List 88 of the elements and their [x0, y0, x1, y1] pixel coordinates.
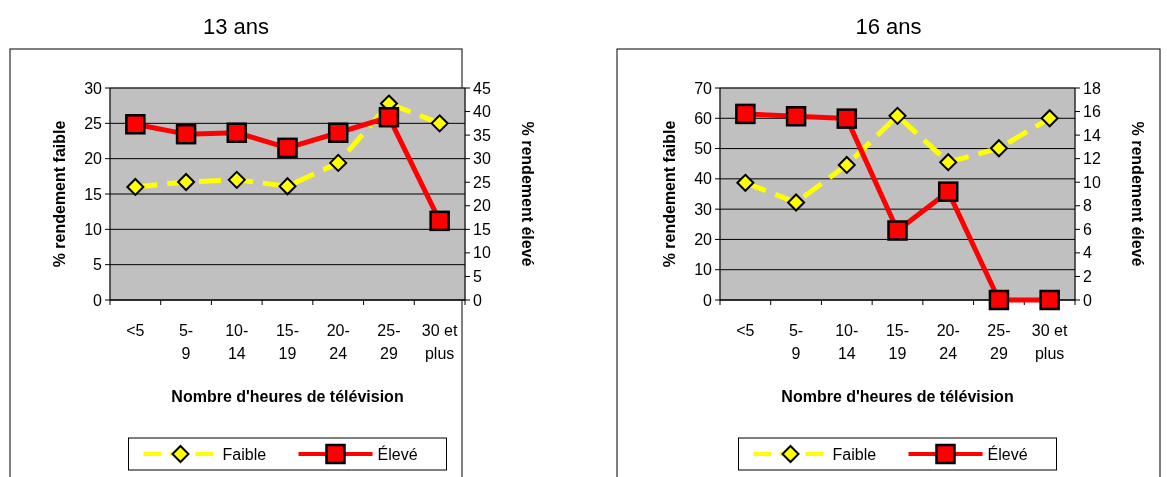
y2-tick-label: 45 — [473, 79, 491, 97]
point — [378, 106, 400, 128]
y2-tick-label: 0 — [1083, 291, 1092, 309]
point — [1039, 289, 1060, 311]
point — [735, 103, 756, 125]
y2-tick-label: 2 — [1083, 268, 1092, 286]
point — [277, 137, 298, 159]
point — [227, 170, 246, 189]
point — [278, 177, 297, 196]
x-axis-title: Nombre d'heures de télévision — [781, 388, 1014, 405]
y2-tick-label: 40 — [473, 103, 491, 121]
y-tick-label: 30 — [694, 200, 713, 218]
point — [429, 210, 450, 232]
y-tick-label: 10 — [694, 261, 713, 279]
x-tick-label: 25-29 — [377, 322, 401, 362]
point — [329, 153, 348, 172]
point — [736, 173, 755, 192]
point — [126, 177, 145, 196]
y2-tick-label: 15 — [473, 220, 491, 238]
y2-tick-label: 18 — [1083, 79, 1101, 97]
y2-axis-title: % rendement élevé — [519, 121, 536, 267]
x-tick-label: 15-19 — [885, 322, 910, 362]
y-axis-title: % rendement faible — [51, 120, 68, 268]
point — [837, 155, 856, 174]
y-tick-label: 60 — [694, 109, 713, 127]
y2-tick-label: 12 — [1083, 150, 1101, 168]
x-tick-label: 10-14 — [835, 322, 859, 362]
x-axis-title: Nombre d'heures de télévision — [171, 388, 404, 405]
x-tick-label: <5 — [736, 322, 755, 339]
y2-tick-label: 20 — [473, 197, 491, 215]
y-tick-label: 5 — [93, 256, 103, 274]
point — [177, 172, 196, 191]
y2-tick-label: 25 — [473, 173, 491, 191]
x-tick-label: 30 et plus — [1031, 322, 1068, 362]
y2-axis-title: % rendement élevé — [1129, 121, 1146, 267]
point — [939, 153, 958, 172]
y-tick-label: 15 — [84, 185, 103, 203]
y-tick-label: 0 — [703, 291, 713, 309]
y2-tick-label: 8 — [1083, 197, 1092, 215]
point — [937, 181, 959, 202]
point — [175, 123, 197, 145]
x-tick-label: 5-9 — [178, 322, 194, 362]
y-tick-label: 20 — [84, 150, 103, 168]
y-tick-label: 40 — [694, 170, 713, 188]
x-tick-label: <5 — [126, 322, 145, 339]
y2-tick-label: 0 — [473, 291, 482, 309]
point — [1040, 109, 1059, 128]
x-tick-label: 10-14 — [225, 322, 249, 362]
point — [888, 106, 907, 125]
legend-label: Faible — [222, 445, 267, 463]
y2-tick-label: 5 — [473, 268, 482, 286]
x-tick-label: 30 et plus — [421, 322, 458, 362]
y-tick-label: 10 — [84, 220, 103, 238]
point — [989, 139, 1008, 158]
x-tick-label: 20-24 — [936, 322, 960, 362]
y2-tick-label: 30 — [473, 150, 491, 168]
chart-title: 13 ans — [202, 14, 270, 39]
legend-label: Élevé — [377, 444, 418, 463]
x-tick-label: 5-9 — [788, 322, 804, 362]
x-tick-label: 25-29 — [987, 322, 1011, 362]
y2-tick-label: 10 — [1083, 173, 1101, 191]
point — [787, 193, 806, 212]
y-tick-label: 20 — [694, 231, 713, 249]
x-tick-label: 20-24 — [326, 322, 350, 362]
y-tick-label: 30 — [84, 79, 103, 97]
legend-label: Faible — [832, 445, 877, 463]
y-tick-label: 0 — [93, 291, 103, 309]
y2-tick-label: 14 — [1083, 126, 1101, 144]
x-tick-label: 15-19 — [275, 322, 300, 362]
point — [988, 289, 1010, 311]
point — [226, 122, 248, 144]
y2-tick-label: 16 — [1083, 103, 1101, 121]
y2-tick-label: 35 — [473, 126, 491, 144]
chart-title: 16 ans — [855, 14, 922, 39]
y-tick-label: 50 — [694, 140, 713, 158]
point — [327, 122, 349, 144]
point — [836, 108, 858, 129]
y2-tick-label: 4 — [1083, 244, 1092, 262]
y-tick-label: 25 — [84, 114, 103, 132]
point — [785, 106, 807, 127]
point — [125, 114, 146, 135]
y2-tick-label: 6 — [1083, 220, 1092, 238]
y-tick-label: 70 — [694, 79, 713, 97]
point — [887, 220, 908, 241]
point — [430, 114, 449, 133]
y-axis-title: % rendement faible — [661, 120, 678, 268]
y2-tick-label: 10 — [473, 244, 491, 262]
legend-label: Élevé — [987, 444, 1028, 463]
